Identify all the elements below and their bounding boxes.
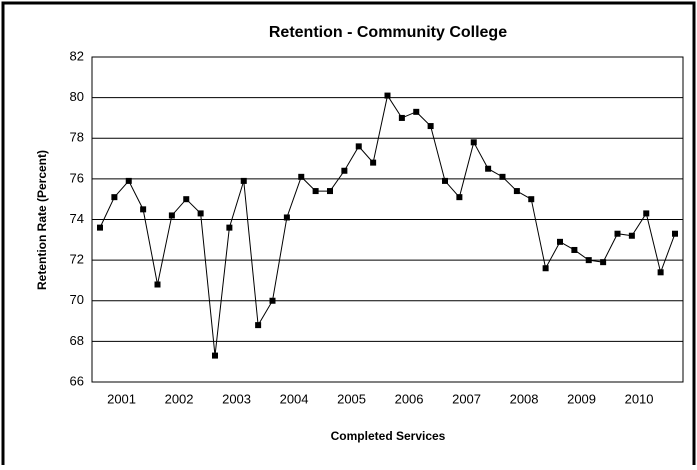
data-point <box>197 210 204 217</box>
data-point <box>628 232 635 239</box>
y-tick-label: 70 <box>70 292 84 307</box>
data-point <box>600 259 607 266</box>
y-tick-label: 78 <box>70 130 84 145</box>
data-point <box>557 238 563 245</box>
x-tick-label: 2008 <box>510 391 539 406</box>
data-point <box>240 177 247 184</box>
data-point <box>341 167 348 174</box>
data-point <box>427 123 434 130</box>
data-point <box>283 214 290 221</box>
data-point <box>140 206 147 213</box>
data-point <box>370 159 377 166</box>
data-point <box>413 108 420 115</box>
data-point <box>298 173 305 180</box>
data-point <box>542 265 549 272</box>
data-point <box>168 212 175 219</box>
y-axis-title: Retention Rate (Percent) <box>35 150 49 290</box>
y-tick-label: 82 <box>70 48 84 63</box>
y-tick-label: 72 <box>70 252 84 267</box>
y-tick-label: 74 <box>70 211 84 226</box>
data-point <box>327 188 333 195</box>
data-point <box>657 269 664 276</box>
data-point <box>456 194 463 201</box>
data-point <box>442 177 448 184</box>
data-point <box>528 196 535 203</box>
data-point <box>643 210 650 217</box>
data-point <box>226 224 233 231</box>
data-point <box>355 143 362 150</box>
data-point <box>470 139 477 146</box>
x-tick-label: 2006 <box>395 391 424 406</box>
x-tick-label: 2007 <box>452 391 481 406</box>
data-point <box>312 188 319 195</box>
data-point <box>513 188 520 195</box>
y-tick-label: 68 <box>70 333 84 348</box>
x-tick-label: 2010 <box>625 391 654 406</box>
chart-title: Retention - Community College <box>269 24 507 41</box>
x-axis-title: Completed Services <box>331 429 446 443</box>
x-tick-label: 2009 <box>567 391 596 406</box>
x-tick-label: 2003 <box>222 391 251 406</box>
data-point <box>97 224 103 231</box>
data-point <box>585 257 592 264</box>
x-tick-label: 2005 <box>337 391 366 406</box>
x-tick-label: 2004 <box>280 391 309 406</box>
data-point <box>154 281 161 288</box>
y-tick-label: 66 <box>70 373 84 388</box>
y-tick-label: 80 <box>70 89 84 104</box>
data-point <box>398 114 405 121</box>
data-point <box>499 173 506 180</box>
data-point <box>183 196 190 203</box>
y-tick-label: 76 <box>70 170 84 185</box>
data-point <box>212 352 218 359</box>
data-point <box>485 165 492 172</box>
data-point <box>384 92 391 99</box>
data-point <box>571 246 578 253</box>
data-point <box>125 177 132 184</box>
data-point <box>111 194 118 201</box>
x-tick-label: 2002 <box>165 391 194 406</box>
data-point <box>614 230 621 237</box>
data-point <box>255 322 262 329</box>
data-point <box>269 297 276 304</box>
x-tick-label: 2001 <box>107 391 136 406</box>
data-point <box>672 230 678 237</box>
